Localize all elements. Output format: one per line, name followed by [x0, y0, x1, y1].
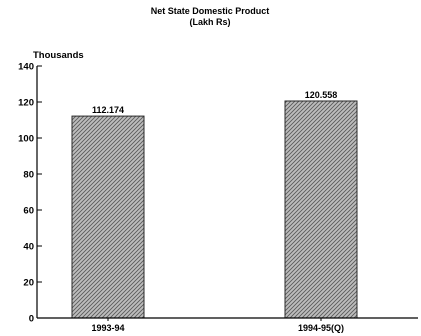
- y-axis-ticks: 0 20 40 60 80 100 120 140: [18, 62, 42, 325]
- y-tick-label: 140: [18, 62, 34, 73]
- data-label: 112.174: [92, 105, 124, 115]
- y-tick-label: 60: [23, 206, 34, 217]
- y-tick-label: 80: [23, 170, 34, 181]
- y-tick-label: 120: [18, 98, 34, 109]
- bar: [284, 100, 358, 319]
- y-tick-label: 40: [23, 242, 34, 253]
- chart-title: Net State Domestic Product: [151, 6, 270, 16]
- y-tick-label: 100: [18, 134, 34, 145]
- y-tick-label: 0: [29, 314, 34, 325]
- y-tick-label: 20: [23, 278, 34, 289]
- bar: [71, 115, 145, 319]
- data-label: 120.558: [305, 90, 338, 100]
- bars-group: [71, 100, 358, 319]
- chart-subtitle: (Lakh Rs): [189, 17, 230, 27]
- x-tick-label: 1994-95(Q): [298, 323, 344, 333]
- data-labels-group: 112.174 120.558: [92, 90, 337, 115]
- x-axis-ticks: 1993-94 1994-95(Q): [91, 318, 344, 333]
- x-tick-label: 1993-94: [91, 323, 124, 333]
- y-axis-label: Thousands: [33, 50, 84, 61]
